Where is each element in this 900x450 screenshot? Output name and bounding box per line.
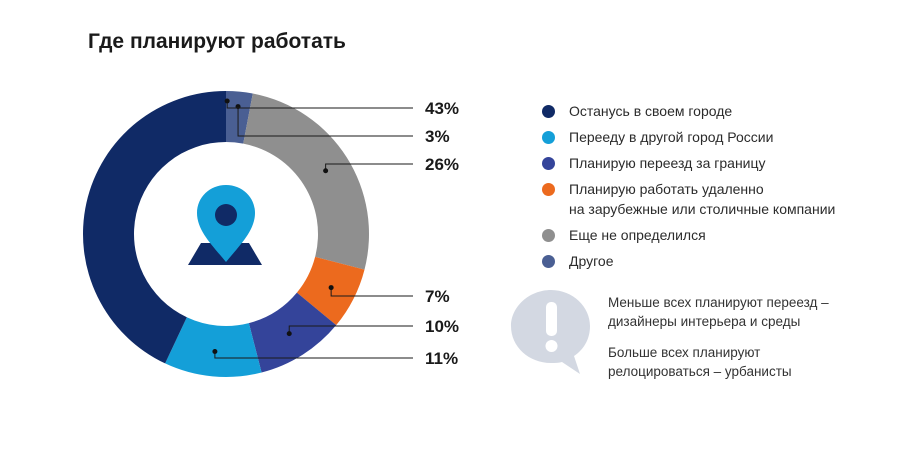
data-label: 3%	[425, 127, 450, 146]
data-label: 11%	[425, 349, 458, 368]
donut-slice	[243, 93, 370, 270]
note-line: Меньше всех планируют переезд – дизайнер…	[608, 295, 829, 329]
legend-label: Еще не определился	[569, 227, 706, 243]
donut-slice	[248, 292, 337, 373]
data-label: 43%	[425, 99, 459, 118]
callout-dot	[224, 98, 230, 104]
location-pin-on-map-icon	[188, 185, 262, 265]
note-line: Больше всех планируют релоцироваться – у…	[608, 345, 792, 379]
legend-label: Останусь в своем городе	[569, 103, 733, 119]
chart-title: Где планируют работать	[88, 30, 346, 53]
legend-label: Перееду в другой город России	[569, 129, 774, 145]
legend-item: Другое	[542, 251, 835, 271]
legend-swatch	[542, 105, 555, 118]
legend-label: Другое	[569, 253, 614, 269]
legend-item: Еще не определился	[542, 225, 835, 245]
data-label: 10%	[425, 317, 459, 336]
donut-slice	[82, 90, 227, 364]
donut-slice	[165, 317, 262, 377]
legend-swatch	[542, 183, 555, 196]
legend-item: Планирую переезд за границу	[542, 153, 835, 173]
legend-swatch	[542, 229, 555, 242]
legend-item: Планирую работать удаленно на зарубежные…	[542, 179, 835, 219]
legend-swatch	[542, 131, 555, 144]
data-label: 7%	[425, 287, 450, 306]
chart-legend: Останусь в своем городе Перееду в другой …	[542, 101, 835, 277]
legend-label: Планирую работать удаленно на зарубежные…	[569, 181, 836, 217]
donut-slice	[226, 91, 253, 144]
legend-item: Останусь в своем городе	[542, 101, 835, 121]
legend-item: Перееду в другой город России	[542, 127, 835, 147]
data-label: 26%	[425, 155, 459, 174]
callout-dot	[212, 348, 218, 354]
legend-label: Планирую переезд за границу	[569, 155, 766, 171]
note-text: Меньше всех планируют переезд – дизайнер…	[608, 293, 858, 393]
callout-line	[288, 325, 413, 334]
callout-dot	[286, 331, 292, 337]
exclamation-speech-bubble-icon	[511, 290, 590, 374]
callout-dot	[323, 168, 329, 174]
legend-swatch	[542, 255, 555, 268]
legend-swatch	[542, 157, 555, 170]
callout-line	[330, 287, 413, 297]
callout-dot	[328, 285, 334, 291]
callout-line	[237, 106, 413, 137]
